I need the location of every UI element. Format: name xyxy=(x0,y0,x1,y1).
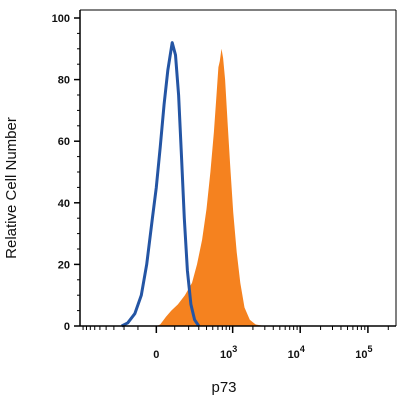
x-tick-label: 104 xyxy=(288,344,305,361)
series-filled-histogram xyxy=(156,48,265,327)
series-line-histogram xyxy=(121,41,201,328)
y-ticks-group: 0 20 40 60 80 100 xyxy=(52,13,80,333)
x-tick-label: 0 xyxy=(153,349,159,361)
y-tick-label: 0 xyxy=(64,321,70,333)
x-axis-title: p73 xyxy=(211,379,236,396)
y-tick-label: 60 xyxy=(58,136,70,148)
y-axis-title: Relative Cell Number xyxy=(3,117,20,259)
series-group xyxy=(121,41,265,328)
axes-group xyxy=(79,9,397,327)
y-tick-label: 20 xyxy=(58,259,70,271)
x-tick-label: 105 xyxy=(355,344,372,361)
y-tick-label: 100 xyxy=(52,13,70,25)
x-tick-label: 103 xyxy=(220,344,237,361)
y-tick-label: 80 xyxy=(58,75,70,87)
y-tick-label: 40 xyxy=(58,198,70,210)
x-ticks-group: 0 103 104 105 xyxy=(82,326,389,361)
